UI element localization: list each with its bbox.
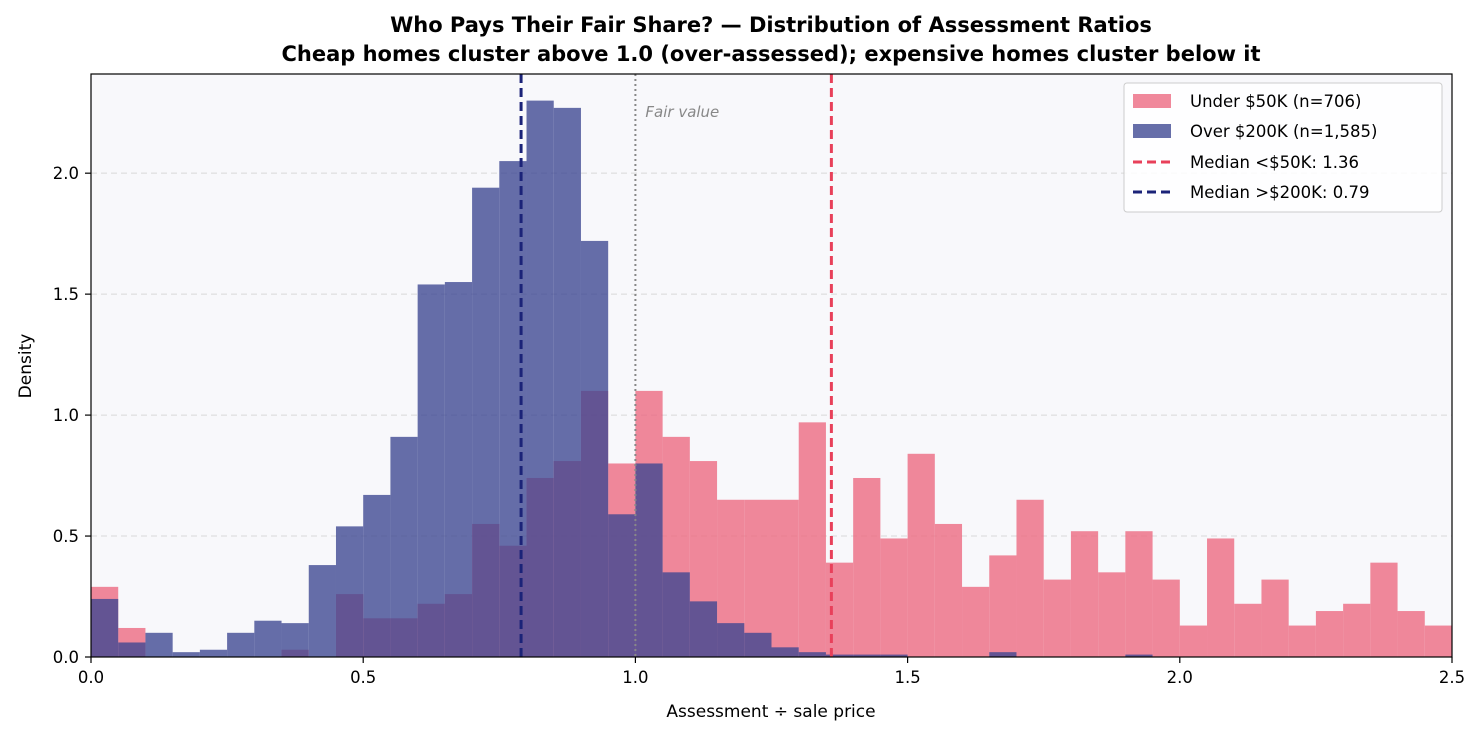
bar-series-1-bin-25 bbox=[771, 647, 799, 657]
bar-series-1-bin-16 bbox=[526, 100, 554, 657]
bar-series-1-bin-18 bbox=[580, 240, 609, 658]
legend-label-under-50k: Under $50K (n=706) bbox=[1190, 92, 1361, 111]
bar-series-1-bin-4 bbox=[199, 649, 228, 657]
y-tick-label-4: 2.0 bbox=[53, 164, 79, 183]
legend-box bbox=[1123, 82, 1443, 213]
bar-series-1-bin-14 bbox=[472, 187, 500, 658]
fair-value-annotation: Fair value bbox=[645, 103, 719, 121]
histogram-bars bbox=[91, 100, 1452, 658]
bar-series-0-bin-32 bbox=[962, 586, 990, 657]
bar-series-0-bin-35 bbox=[1043, 579, 1071, 657]
bar-series-0-bin-45 bbox=[1315, 611, 1344, 657]
bar-series-1-bin-23 bbox=[717, 623, 745, 657]
y-axis-label: Density bbox=[16, 334, 36, 399]
bar-series-1-bin-9 bbox=[335, 526, 364, 657]
bar-series-0-bin-43 bbox=[1261, 579, 1289, 657]
bar-series-1-bin-22 bbox=[689, 601, 718, 657]
x-tick-label-0: 0.0 bbox=[78, 668, 104, 687]
legend-label-median-under-50k: Median <$50K: 1.36 bbox=[1190, 153, 1359, 172]
plot-frame bbox=[90, 73, 1453, 658]
bar-series-1-bin-7 bbox=[281, 623, 309, 657]
bar-series-1-bin-26 bbox=[798, 652, 826, 657]
bar-series-0-bin-30 bbox=[907, 453, 935, 657]
chart-subtitle: Cheap homes cluster above 1.0 (over-asse… bbox=[281, 42, 1260, 66]
bar-series-0-bin-39 bbox=[1152, 579, 1180, 657]
bar-series-0-bin-46 bbox=[1343, 603, 1371, 657]
bar-series-1-bin-0 bbox=[91, 598, 119, 657]
x-axis-label: Assessment ÷ sale price bbox=[666, 702, 875, 722]
bar-series-1-bin-8 bbox=[308, 565, 336, 657]
x-tick-label-3: 1.5 bbox=[894, 668, 920, 687]
bar-series-0-bin-47 bbox=[1370, 562, 1398, 657]
y-tick-label-3: 1.5 bbox=[53, 285, 79, 304]
x-tick-label-5: 2.5 bbox=[1439, 668, 1465, 687]
bar-series-0-bin-26 bbox=[798, 422, 826, 657]
y-tick-label-0: 0.0 bbox=[53, 648, 79, 667]
bar-series-1-bin-33 bbox=[989, 652, 1017, 657]
y-tick-label-1: 0.5 bbox=[53, 527, 79, 546]
bar-series-1-bin-12 bbox=[417, 284, 445, 657]
bar-series-0-bin-40 bbox=[1179, 625, 1208, 657]
bar-series-1-bin-11 bbox=[390, 436, 418, 657]
reference-lines bbox=[519, 74, 833, 657]
bar-series-1-bin-13 bbox=[444, 282, 473, 657]
bar-series-1-bin-1 bbox=[118, 642, 146, 657]
bar-series-0-bin-34 bbox=[1016, 499, 1044, 657]
bar-series-1-bin-2 bbox=[145, 632, 173, 657]
bar-series-0-bin-25 bbox=[771, 499, 799, 657]
bar-series-0-bin-38 bbox=[1125, 531, 1153, 657]
bar-series-0-bin-29 bbox=[880, 538, 908, 657]
bar-series-0-bin-36 bbox=[1070, 531, 1099, 657]
legend-label-median-over-200k: Median >$200K: 0.79 bbox=[1190, 183, 1369, 202]
bar-series-0-bin-49 bbox=[1424, 625, 1452, 657]
legend-label-over-200k: Over $200K (n=1,585) bbox=[1190, 122, 1377, 141]
bar-series-0-bin-41 bbox=[1207, 538, 1235, 657]
bar-series-0-bin-42 bbox=[1234, 603, 1262, 657]
bar-series-1-bin-21 bbox=[662, 572, 690, 657]
bar-series-0-bin-24 bbox=[744, 499, 772, 657]
bar-series-0-bin-33 bbox=[989, 555, 1017, 657]
y-tick-label-2: 1.0 bbox=[53, 406, 79, 425]
bar-series-1-bin-5 bbox=[227, 632, 255, 657]
x-tick-label-1: 0.5 bbox=[350, 668, 376, 687]
bar-series-1-bin-3 bbox=[172, 652, 200, 657]
bar-series-1-bin-28 bbox=[853, 654, 881, 657]
bar-series-1-bin-17 bbox=[553, 107, 581, 658]
bar-series-0-bin-31 bbox=[934, 523, 963, 657]
legend-swatch-under-50k bbox=[1133, 94, 1171, 108]
bar-series-1-bin-27 bbox=[825, 654, 854, 657]
bar-series-1-bin-6 bbox=[254, 620, 282, 657]
axis-ticks: 0.0 0.5 1.0 1.5 2.0 2.5 0.0 0.5 1.0 1.5 2.0 bbox=[53, 164, 1465, 687]
legend-swatch-over-200k bbox=[1133, 124, 1171, 138]
bar-series-0-bin-44 bbox=[1288, 625, 1316, 657]
legend: Under $50K (n=706) Over $200K (n=1,585) … bbox=[1123, 82, 1443, 213]
bar-series-0-bin-37 bbox=[1098, 572, 1126, 657]
x-tick-label-4: 2.0 bbox=[1167, 668, 1193, 687]
bar-series-0-bin-48 bbox=[1397, 611, 1425, 657]
bar-series-1-bin-19 bbox=[608, 514, 636, 657]
chart-title: Who Pays Their Fair Share? — Distributio… bbox=[390, 13, 1152, 37]
bar-series-1-bin-24 bbox=[744, 632, 772, 657]
bar-series-0-bin-28 bbox=[853, 477, 881, 657]
bar-series-1-bin-10 bbox=[363, 494, 391, 657]
bar-series-1-bin-38 bbox=[1125, 654, 1153, 657]
bar-series-1-bin-20 bbox=[635, 463, 663, 657]
x-tick-label-2: 1.0 bbox=[622, 668, 648, 687]
bar-series-1-bin-29 bbox=[880, 654, 908, 657]
